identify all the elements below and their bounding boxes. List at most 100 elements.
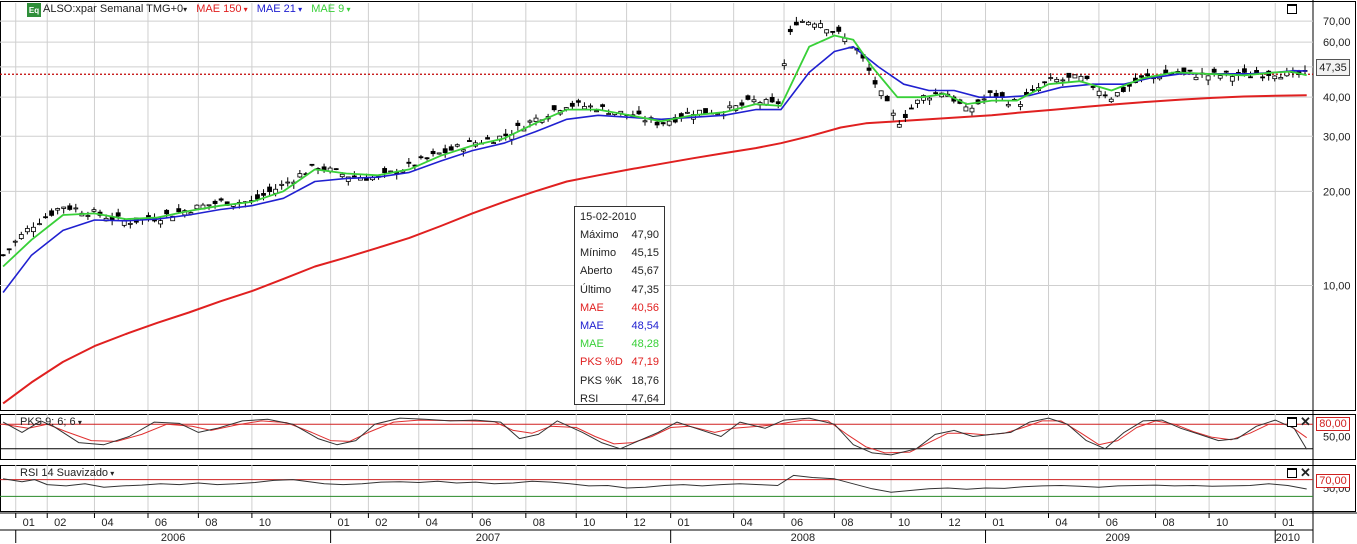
candle-body [915, 99, 920, 104]
x-year-label: 2006 [161, 532, 185, 544]
candle-body [969, 107, 975, 113]
candle-body [382, 168, 388, 174]
x-month-label: 10 [583, 517, 595, 529]
candle-body [364, 177, 369, 181]
x-month-label: 01 [992, 517, 1004, 529]
candle-body [127, 223, 133, 225]
candle-body [503, 133, 509, 137]
tooltip-row: Máximo 47,90 [580, 226, 659, 244]
maximize-icon[interactable] [1287, 4, 1297, 14]
tooltip-row: Último 47,35 [580, 281, 659, 299]
candle-body [824, 29, 830, 34]
x-year-label: 2008 [791, 532, 815, 544]
tooltip-row-value: 40,56 [631, 301, 659, 314]
candle-body [91, 209, 97, 212]
y-tick-label: 20,00 [1323, 186, 1351, 198]
ma21-legend[interactable]: MAE 21 ▾ [256, 3, 303, 15]
candle-body [1078, 75, 1084, 82]
tooltip-row: PKS %K 18,76 [580, 372, 659, 390]
stoch-maximize-icon[interactable] [1287, 417, 1297, 427]
candle-body [1060, 79, 1066, 82]
x-month-label: 04 [1055, 517, 1067, 529]
ma21-line [2, 45, 1307, 293]
candle-body [987, 90, 993, 93]
ma150-legend[interactable]: MAE 150 ▾ [196, 3, 248, 15]
y-tick-label: 10,00 [1323, 281, 1351, 293]
candle-body [466, 140, 472, 142]
candle-body [18, 234, 24, 239]
candle-body [600, 104, 606, 107]
candle-body [1211, 68, 1217, 73]
candle-body [1187, 69, 1193, 72]
stoch-k-line [2, 417, 1308, 456]
candle-body [739, 102, 745, 106]
candle-body [606, 113, 612, 115]
candle-body [933, 92, 939, 95]
candle-body [442, 148, 448, 154]
candle-body [454, 144, 460, 147]
candle-body [1260, 76, 1266, 79]
stoch-close-icon[interactable]: ✕ [1300, 414, 1311, 429]
tooltip-row: Mínimo 45,15 [580, 244, 659, 262]
candle-body [170, 215, 176, 222]
candle-body [37, 223, 42, 226]
tooltip-row-value: 47,90 [631, 229, 659, 241]
x-month-label: 06 [155, 517, 167, 529]
tooltip-row-value: 47,64 [631, 392, 659, 405]
candle-body [267, 186, 272, 193]
x-month-label: 12 [948, 517, 960, 529]
candle-body [49, 210, 54, 216]
stoch-panel-label[interactable]: PKS 9; 6; 6 ▾ [20, 416, 82, 428]
x-month-label: 04 [101, 517, 113, 529]
candle-body [297, 173, 303, 178]
candle-body [1042, 81, 1048, 84]
candle-body [727, 105, 733, 109]
candle-body [527, 120, 533, 123]
candle-body [261, 193, 266, 196]
candle-body [1223, 70, 1229, 73]
candle-body [981, 98, 987, 101]
symbol-dropdown[interactable]: ALSO:xpar Semanal TMG+0▾ MAE 150 ▾ MAE 2… [43, 3, 351, 15]
candle-body [158, 220, 163, 225]
candle-body [424, 157, 430, 160]
candle-body [751, 99, 757, 103]
candle-body [1229, 76, 1235, 82]
candle-body [1108, 98, 1114, 103]
candle-body [339, 173, 345, 178]
candle-body [279, 183, 285, 186]
ma9-legend[interactable]: MAE 9 ▾ [311, 3, 351, 15]
candle-body [406, 161, 412, 164]
candle-body [660, 122, 666, 125]
candle-body [491, 142, 497, 145]
tooltip-row-label: PKS %D [580, 356, 623, 369]
x-month-label: 02 [54, 517, 66, 529]
candle-body [1048, 77, 1054, 79]
candle-body [800, 20, 805, 23]
candle-body [999, 92, 1005, 97]
tooltip-row-value: 47,19 [631, 356, 659, 369]
y-tick-label: 70,00 [1323, 16, 1351, 28]
candle-body [775, 101, 781, 105]
rsi-ref-badge: 70,00 [1316, 474, 1350, 488]
candle-body [703, 108, 708, 114]
tooltip-row: MAE 48,28 [580, 335, 659, 353]
rsi-close-icon[interactable]: ✕ [1300, 465, 1311, 480]
candle-body [515, 122, 521, 126]
rsi-line [3, 474, 1307, 493]
tooltip-row-value: 48,54 [631, 319, 659, 332]
rsi-maximize-icon[interactable] [1287, 468, 1297, 478]
candle-body [806, 21, 811, 26]
rsi-panel-label[interactable]: RSI 14 Suavizado ▾ [20, 467, 115, 479]
candle-body [67, 205, 73, 210]
candle-body [1205, 75, 1211, 81]
panel-frame [0, 1, 1356, 411]
candle-body [588, 105, 593, 108]
x-month-label: 08 [841, 517, 853, 529]
candle-body [763, 99, 769, 105]
candle-body [551, 105, 557, 111]
tooltip-row-label: Mínimo [580, 247, 617, 260]
y-tick-label: 60,00 [1323, 37, 1351, 49]
candle-body [351, 175, 357, 178]
